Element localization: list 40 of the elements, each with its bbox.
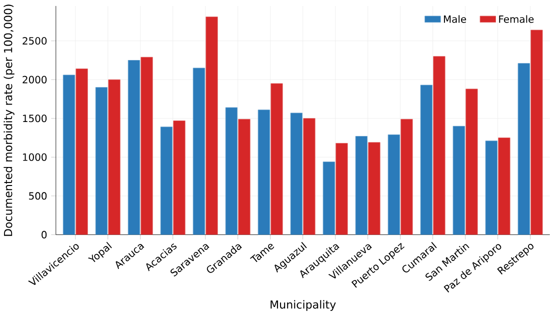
bar bbox=[173, 120, 186, 235]
bar bbox=[368, 142, 380, 235]
bar bbox=[355, 136, 368, 235]
y-tick-label: 2500 bbox=[22, 37, 47, 45]
legend-label: Female bbox=[499, 15, 534, 24]
y-axis-title: Documented morbidity rate (per 100,000) bbox=[4, 4, 14, 236]
bar bbox=[388, 134, 400, 235]
bar bbox=[108, 80, 120, 235]
x-axis-title: Municipality bbox=[270, 300, 336, 312]
bar bbox=[76, 68, 88, 235]
bar bbox=[128, 60, 140, 235]
bar bbox=[206, 16, 218, 235]
bar bbox=[225, 108, 238, 235]
bar bbox=[485, 140, 498, 235]
bar bbox=[95, 87, 108, 235]
bar bbox=[160, 126, 173, 235]
bar bbox=[258, 110, 270, 235]
bar bbox=[420, 85, 432, 235]
bar bbox=[530, 30, 543, 235]
bar bbox=[192, 68, 206, 235]
y-tick-label: 0 bbox=[42, 231, 47, 239]
bar bbox=[400, 119, 413, 235]
bar bbox=[466, 88, 478, 235]
bar bbox=[290, 112, 303, 235]
bar bbox=[452, 126, 465, 235]
y-tick-label: 2000 bbox=[22, 76, 47, 84]
bar bbox=[303, 118, 316, 235]
y-tick-label: 1000 bbox=[23, 154, 47, 162]
bar bbox=[518, 63, 530, 235]
bar bbox=[322, 162, 335, 235]
bar bbox=[238, 119, 250, 235]
bar bbox=[336, 143, 348, 235]
bar bbox=[62, 75, 76, 235]
bar bbox=[498, 138, 510, 235]
bar bbox=[270, 84, 283, 235]
bar bbox=[140, 57, 153, 235]
legend-label: Male bbox=[444, 15, 466, 24]
y-tick-label: 1500 bbox=[23, 114, 47, 122]
y-tick-label: 500 bbox=[29, 192, 47, 200]
bar bbox=[433, 56, 446, 235]
